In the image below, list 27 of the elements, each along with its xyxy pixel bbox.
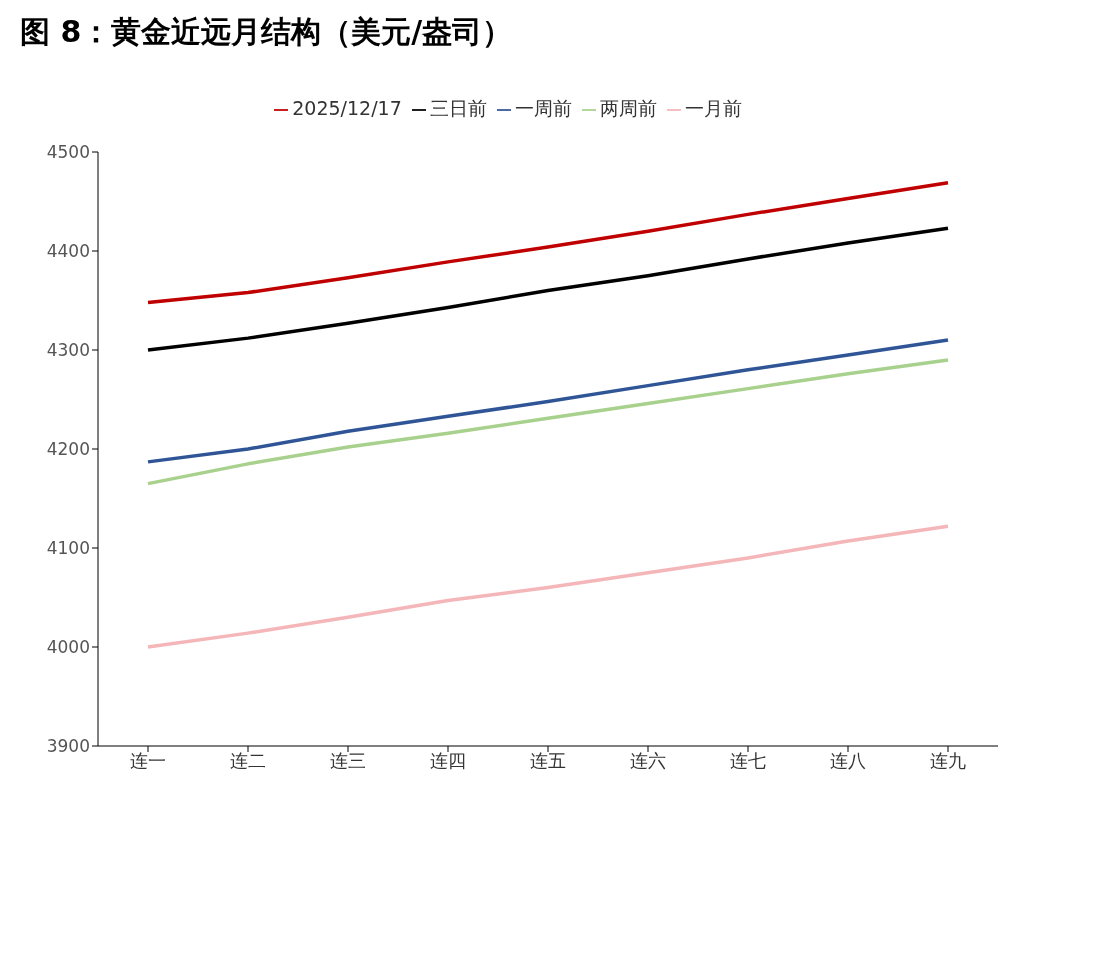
line-series (146, 338, 950, 464)
y-tick-label: 4000 (46, 637, 90, 658)
y-tick-label: 3900 (46, 736, 90, 757)
y-tick-label: 4200 (46, 439, 90, 460)
line-series (146, 180, 950, 305)
y-tick-label: 4100 (46, 538, 90, 559)
x-tick-label: 连一 (130, 749, 166, 771)
x-tick-label: 连五 (530, 749, 566, 771)
x-tick-label: 连四 (430, 749, 466, 771)
x-tick-label: 连七 (730, 749, 766, 771)
legend-label: 一周前 (514, 97, 572, 119)
line-series (146, 524, 950, 649)
legend-label: 两周前 (599, 97, 657, 119)
chart-title: 图 8：黄金近远月结构（美元/盎司） (19, 13, 514, 51)
line-series (146, 226, 950, 352)
y-tick-label: 4300 (46, 340, 90, 361)
legend-label: 2025/12/17 (292, 97, 402, 119)
legend-label: 一月前 (684, 97, 742, 119)
x-tick-label: 连三 (330, 749, 366, 771)
legend-label: 三日前 (429, 97, 487, 119)
x-tick-label: 连九 (930, 749, 966, 771)
x-tick-label: 连六 (630, 749, 666, 771)
x-tick-label: 连八 (830, 749, 866, 771)
y-tick-label: 4400 (46, 241, 90, 262)
y-tick-label: 4500 (46, 142, 90, 163)
x-tick-label: 连二 (230, 749, 266, 771)
line-series (146, 358, 950, 486)
